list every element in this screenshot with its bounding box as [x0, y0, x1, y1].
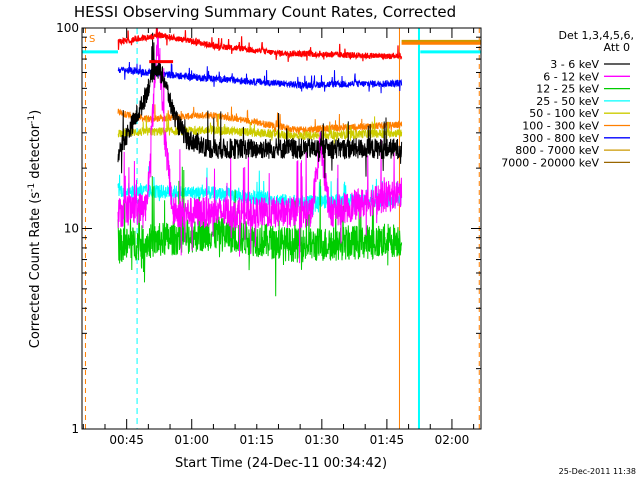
- y-tick-label-1: 10: [64, 222, 79, 236]
- s-flag-label: S: [89, 34, 95, 45]
- x-tick-label-0: 00:45: [109, 433, 144, 447]
- legend-label-3: 25 - 50 keV: [536, 95, 599, 108]
- legend-label-0: 3 - 6 keV: [550, 58, 599, 71]
- y-tick-label-0: 1: [71, 422, 79, 436]
- y-axis-label: Corrected Count Rate (s-1 detector-1): [27, 110, 43, 348]
- legend-label-4: 50 - 100 keV: [529, 107, 599, 120]
- series-line-6: [117, 58, 403, 94]
- y-axis-label-prefix: Corrected Count Rate (s: [28, 192, 43, 349]
- y-axis-label-sup1: -1: [27, 183, 37, 192]
- x-axis-label: Start Time (24-Dec-11 00:34:42): [175, 456, 387, 471]
- x-tick-label-3: 01:30: [305, 433, 340, 447]
- y-axis-label-mid: detector: [28, 123, 43, 183]
- x-tick-label-5: 02:00: [435, 433, 470, 447]
- series-line-1: [117, 28, 403, 264]
- y-axis-label-suffix: ): [28, 110, 43, 115]
- overlay-line-red: [117, 28, 403, 62]
- legend-label-5: 100 - 300 keV: [522, 120, 599, 133]
- legend-header-line2: Att 0: [604, 41, 630, 54]
- x-tick-label-1: 01:00: [174, 433, 209, 447]
- series-line-2: [117, 166, 403, 297]
- y-axis: 1 10 100: [56, 21, 481, 436]
- y-tick-label-2: 100: [56, 21, 79, 35]
- legend-label-7: 800 - 7000 keV: [515, 144, 599, 157]
- series-line-5: [117, 104, 403, 137]
- legend-label-8: 7000 - 20000 keV: [501, 156, 599, 169]
- legend-label-2: 12 - 25 keV: [536, 83, 599, 96]
- x-tick-label-2: 01:15: [239, 433, 274, 447]
- legend-header-line1: Det 1,3,4,5,6,: [558, 29, 634, 42]
- series-line-0: [117, 32, 403, 179]
- chart-title: HESSI Observing Summary Count Rates, Cor…: [74, 3, 456, 21]
- x-tick-label-4: 01:45: [370, 433, 405, 447]
- legend-label-1: 6 - 12 keV: [543, 70, 599, 83]
- series-lines: [82, 28, 481, 297]
- footer-timestamp: 25-Dec-2011 11:38: [559, 467, 636, 476]
- x-axis: 00:45 01:00 01:15 01:30 01:45 02:00: [82, 28, 475, 447]
- y-axis-label-sup2: -1: [27, 115, 37, 124]
- legend-label-6: 300 - 800 keV: [522, 132, 599, 145]
- plot-area: [82, 28, 481, 429]
